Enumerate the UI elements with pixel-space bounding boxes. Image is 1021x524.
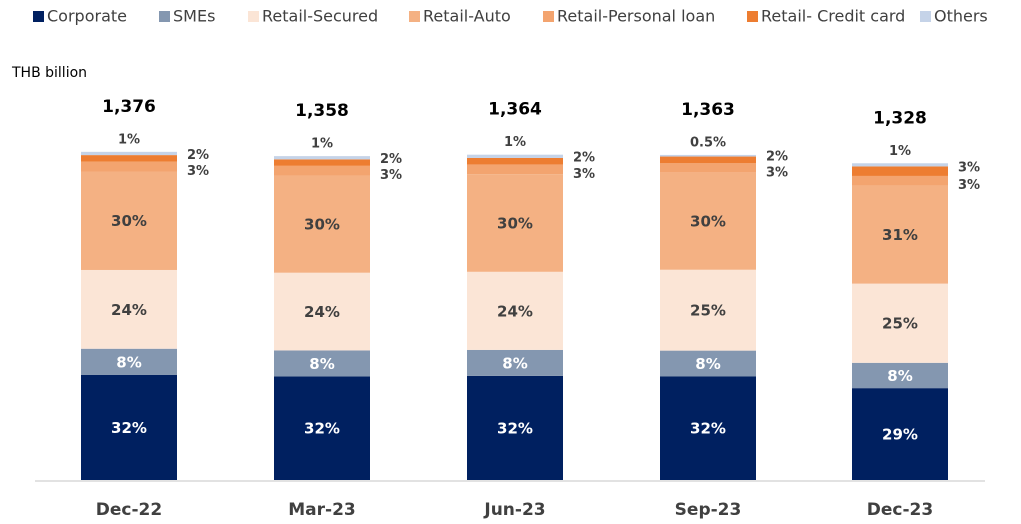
bar-segment — [852, 388, 948, 480]
bar-segment — [274, 175, 370, 273]
data-label: 30% — [111, 212, 147, 230]
bar-segment — [660, 376, 756, 480]
bar-segment — [852, 283, 948, 363]
legend-label: Corporate — [47, 7, 127, 26]
data-label: 32% — [111, 419, 147, 437]
bar-segment — [274, 350, 370, 377]
bar-segment — [81, 151, 177, 156]
data-label: 0.5% — [690, 135, 726, 150]
bar-segment — [274, 156, 370, 160]
bar-segment — [81, 171, 177, 270]
total-label: 1,376 — [102, 97, 156, 117]
bar-segment — [852, 175, 948, 186]
bar-segment — [467, 164, 563, 175]
legend-swatch — [248, 11, 259, 22]
data-label: 25% — [690, 302, 726, 320]
data-label: 3% — [573, 167, 595, 182]
legend-label: Others — [934, 7, 988, 26]
x-tick-label: Jun-23 — [483, 500, 545, 520]
bar-segment — [467, 375, 563, 480]
data-label: 25% — [882, 315, 918, 333]
data-label: 8% — [695, 355, 720, 373]
legend-swatch — [159, 11, 170, 22]
bar-segment — [81, 155, 177, 162]
legend-swatch — [543, 11, 554, 22]
bar-segment — [852, 185, 948, 284]
x-tick-label: Mar-23 — [288, 500, 356, 520]
data-label: 1% — [504, 135, 526, 150]
bar-segment — [660, 269, 756, 351]
data-label: 8% — [502, 354, 527, 372]
bar-segment — [81, 348, 177, 375]
data-label: 29% — [882, 426, 918, 444]
data-label: 8% — [887, 367, 912, 385]
data-label: 3% — [766, 165, 788, 180]
bar-segment — [274, 165, 370, 176]
bar-segment — [274, 159, 370, 166]
data-label: 31% — [882, 226, 918, 244]
legend-label: Retail-Personal loan — [557, 7, 715, 26]
bar-segment — [467, 154, 563, 158]
data-label: 32% — [690, 420, 726, 438]
total-label: 1,364 — [488, 100, 542, 120]
legend-label: SMEs — [173, 7, 215, 26]
data-label: 3% — [380, 168, 402, 183]
data-label: 1% — [311, 137, 333, 152]
x-tick-label: Sep-23 — [675, 500, 742, 520]
bar-segment — [467, 174, 563, 272]
bar-segment — [852, 163, 948, 167]
bar-segment — [274, 376, 370, 480]
data-label: 2% — [766, 149, 788, 164]
legend-label: Retail-Secured — [262, 7, 378, 26]
bar-segment — [660, 154, 756, 157]
bar-segment — [467, 157, 563, 165]
x-tick-label: Dec-23 — [867, 500, 933, 520]
bar-segment — [660, 156, 756, 164]
x-tick-label: Dec-22 — [96, 500, 162, 520]
data-label: 24% — [497, 302, 533, 320]
bar-segment — [467, 271, 563, 350]
bar-segment — [852, 362, 948, 389]
data-label: 8% — [309, 355, 334, 373]
data-label: 30% — [690, 213, 726, 231]
data-label: 3% — [958, 178, 980, 193]
legend-swatch — [747, 11, 758, 22]
legend-swatch — [409, 11, 420, 22]
bar-segment — [660, 163, 756, 173]
data-label: 24% — [304, 303, 340, 321]
legend-label: Retail- Credit card — [761, 7, 905, 26]
bar-segment — [81, 269, 177, 349]
data-label: 32% — [497, 419, 533, 437]
total-label: 1,363 — [681, 100, 735, 120]
unit-label: THB billion — [11, 65, 87, 81]
legend-swatch — [920, 11, 931, 22]
data-label: 32% — [304, 420, 340, 438]
bar-segment — [467, 349, 563, 376]
data-label: 3% — [187, 164, 209, 179]
data-label: 2% — [187, 148, 209, 163]
data-label: 1% — [889, 144, 911, 159]
legend-label: Retail-Auto — [423, 7, 511, 26]
data-label: 1% — [118, 132, 140, 147]
bar-segment — [81, 161, 177, 172]
bar-segment — [274, 272, 370, 351]
data-label: 30% — [304, 216, 340, 234]
bar-segment — [852, 166, 948, 176]
data-label: 2% — [573, 151, 595, 166]
data-label: 24% — [111, 301, 147, 319]
data-label: 2% — [380, 152, 402, 167]
total-label: 1,328 — [873, 108, 927, 128]
total-label: 1,358 — [295, 101, 349, 121]
bar-segment — [660, 350, 756, 377]
legend-swatch — [33, 11, 44, 22]
data-label: 3% — [958, 161, 980, 176]
data-label: 8% — [116, 353, 141, 371]
bar-segment — [660, 172, 756, 270]
bar-segment — [81, 374, 177, 480]
data-label: 30% — [497, 215, 533, 233]
